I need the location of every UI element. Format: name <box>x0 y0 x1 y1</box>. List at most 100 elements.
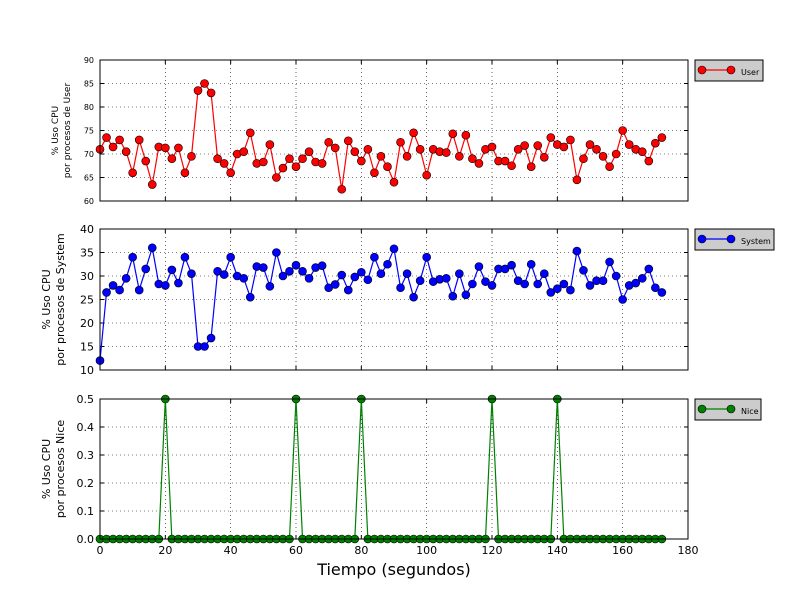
y-tick-label: 0.2 <box>77 477 95 490</box>
data-point <box>370 168 379 178</box>
legend-marker <box>726 404 736 414</box>
data-point <box>566 135 575 145</box>
x-tick-label: 20 <box>158 544 172 557</box>
data-point <box>128 252 137 262</box>
data-point <box>376 152 386 161</box>
data-point <box>343 136 353 146</box>
data-point <box>115 285 124 295</box>
data-point <box>572 175 582 185</box>
data-point <box>278 163 288 173</box>
data-point <box>219 270 229 279</box>
data-point <box>174 143 183 153</box>
data-point <box>637 274 647 283</box>
data-point <box>546 133 556 142</box>
data-point <box>161 281 170 290</box>
data-point <box>651 283 660 293</box>
data-point <box>559 279 569 289</box>
data-point <box>402 269 412 278</box>
data-point <box>298 154 307 163</box>
data-point <box>206 333 216 343</box>
data-point <box>520 141 529 150</box>
data-point <box>579 154 588 163</box>
data-point <box>147 180 157 189</box>
data-point <box>239 147 249 156</box>
data-point <box>644 264 654 274</box>
data-point <box>383 162 392 171</box>
subplot-1: 60 65 70 75 80 85 90 % Uso CPU por procesos de U… <box>51 56 764 206</box>
y-tick-label: 20 <box>80 317 94 330</box>
data-point <box>187 152 196 161</box>
data-point <box>513 145 523 154</box>
x-axis-label: Tiempo (segundos) <box>316 560 471 579</box>
data-point <box>526 259 536 269</box>
data-point <box>415 145 425 154</box>
data-point <box>383 259 392 269</box>
data-point <box>187 269 196 278</box>
legend-label: System <box>741 237 771 246</box>
data-point <box>350 147 360 156</box>
data-point <box>259 263 268 272</box>
y-tick-label: 35 <box>80 246 94 259</box>
data-point <box>226 168 235 178</box>
data-point <box>121 274 131 283</box>
y-axis-label: por procesos de User <box>63 83 73 179</box>
y-tick-label: 0.1 <box>77 505 95 518</box>
data-point <box>533 141 543 150</box>
data-point <box>278 271 288 281</box>
series-line <box>100 398 662 540</box>
data-point <box>611 271 621 281</box>
data-point <box>605 257 614 267</box>
data-point <box>500 156 510 166</box>
legend-marker <box>726 234 736 244</box>
y-tick-label: 0.0 <box>77 533 95 546</box>
data-point <box>317 261 327 270</box>
data-point <box>330 143 340 153</box>
y-tick-label: 60 <box>84 197 94 206</box>
data-point <box>285 266 294 276</box>
data-point <box>304 274 314 283</box>
data-point <box>566 285 575 295</box>
y-axis-label: % Uso CPU <box>40 269 53 329</box>
data-point <box>585 140 595 149</box>
data-point <box>180 168 190 178</box>
data-point <box>285 154 294 163</box>
data-point <box>376 269 386 278</box>
data-point <box>631 278 641 288</box>
data-point <box>441 148 451 157</box>
y-axis-label: % Uso CPU <box>51 106 61 155</box>
legend-marker <box>726 65 736 75</box>
data-point <box>167 154 177 163</box>
data-point <box>324 137 333 147</box>
data-point <box>134 135 144 145</box>
legend-marker <box>697 65 707 75</box>
data-point <box>481 277 490 286</box>
data-point <box>206 88 216 98</box>
data-point <box>461 130 471 140</box>
plot-frame <box>99 398 689 540</box>
data-point <box>291 260 301 270</box>
data-point <box>337 270 347 280</box>
legend-marker <box>697 404 707 414</box>
data-point <box>611 149 621 159</box>
y-tick-label: 15 <box>80 340 94 353</box>
x-tick-label: 160 <box>612 544 633 557</box>
data-point <box>598 276 608 286</box>
data-point <box>644 156 654 166</box>
data-point <box>422 252 431 262</box>
data-point <box>200 79 209 88</box>
data-point <box>363 145 373 154</box>
data-point <box>193 86 203 95</box>
y-tick-label: 10 <box>80 364 94 377</box>
data-point <box>396 137 405 147</box>
data-point <box>533 279 543 289</box>
y-tick-label: 0.4 <box>77 421 95 434</box>
data-point <box>553 284 562 293</box>
data-point <box>239 274 249 283</box>
data-point <box>500 264 510 274</box>
data-point <box>272 248 281 257</box>
data-point <box>448 291 458 301</box>
x-tick-label: 120 <box>482 544 503 557</box>
data-point <box>441 274 451 283</box>
data-point <box>265 282 275 291</box>
y-tick-label: 40 <box>80 223 94 236</box>
